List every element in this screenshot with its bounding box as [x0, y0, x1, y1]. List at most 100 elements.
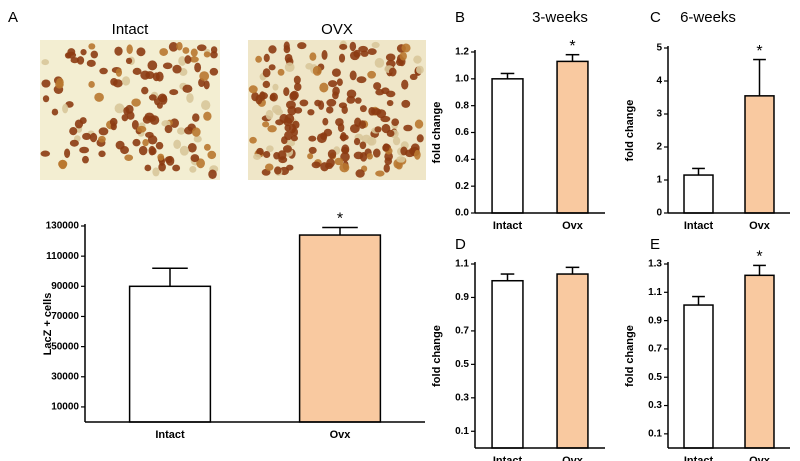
- cell: [382, 143, 390, 152]
- cell: [203, 111, 212, 121]
- cell: [360, 50, 369, 57]
- cell: [271, 104, 282, 114]
- cell: [182, 47, 190, 54]
- cell: [371, 41, 380, 49]
- cell: [126, 44, 133, 55]
- cell: [172, 164, 181, 172]
- cell: [131, 120, 139, 130]
- cell: [51, 108, 59, 116]
- cell: [203, 51, 211, 58]
- x-tick-label: Intact: [493, 455, 523, 461]
- cell: [409, 73, 418, 81]
- cell: [416, 134, 424, 143]
- cell: [312, 65, 322, 76]
- cell: [275, 119, 284, 126]
- cell: [41, 79, 51, 88]
- cell: [266, 145, 274, 153]
- cell: [284, 113, 295, 124]
- cell: [115, 68, 123, 77]
- cell: [285, 140, 296, 147]
- cell: [309, 52, 317, 61]
- y-tick-label: 0.2: [455, 181, 469, 192]
- cell: [349, 41, 357, 52]
- cell: [144, 164, 152, 172]
- cell: [184, 126, 194, 135]
- cell: [124, 154, 134, 161]
- cell: [159, 48, 169, 56]
- cell: [148, 94, 157, 101]
- cell: [409, 147, 416, 155]
- cell: [414, 119, 424, 129]
- cell: [308, 146, 317, 154]
- cell: [131, 98, 141, 107]
- cell: [201, 100, 211, 111]
- bar: [744, 274, 775, 449]
- y-tick-label: 0.1: [648, 428, 662, 439]
- cell: [277, 68, 285, 76]
- cell: [401, 99, 411, 108]
- cell: [283, 87, 290, 97]
- y-tick-label: 0.4: [455, 154, 469, 165]
- cell: [269, 92, 278, 102]
- cell: [349, 70, 357, 81]
- cell: [88, 81, 95, 88]
- cell: [327, 149, 337, 159]
- cell: [307, 153, 314, 160]
- cell: [374, 57, 385, 68]
- cell: [177, 127, 186, 135]
- panel-title: 3-weeks: [532, 9, 588, 26]
- cell: [290, 90, 299, 100]
- y-tick-label: 70000: [51, 311, 79, 322]
- cell: [94, 92, 104, 102]
- cell: [268, 64, 276, 71]
- cell: [199, 71, 210, 81]
- cell: [168, 42, 179, 52]
- y-tick-label: 110000: [46, 251, 79, 262]
- cell: [401, 79, 409, 90]
- cell: [337, 123, 345, 133]
- cell: [284, 62, 295, 73]
- cell: [189, 56, 199, 63]
- cell: [386, 99, 394, 107]
- y-tick-label: 0: [656, 208, 662, 219]
- cell: [392, 136, 401, 146]
- cell: [56, 77, 64, 87]
- y-tick-label: 30000: [51, 371, 79, 382]
- cell: [67, 48, 76, 56]
- cell: [334, 157, 344, 166]
- y-tick-label: 0.7: [455, 326, 469, 337]
- cell: [41, 59, 50, 66]
- cell: [193, 135, 202, 143]
- y-tick-label: 0.1: [455, 426, 469, 437]
- cell: [366, 153, 373, 160]
- cell: [341, 147, 349, 154]
- cell: [274, 166, 282, 175]
- cell: [311, 161, 321, 169]
- cell: [326, 106, 334, 114]
- y-tick-label: 4: [656, 76, 662, 87]
- cell: [367, 70, 377, 79]
- cell: [114, 46, 123, 56]
- cell: [283, 41, 290, 51]
- cell: [62, 103, 69, 114]
- cell: [339, 134, 349, 141]
- cell: [126, 111, 135, 120]
- cell: [350, 124, 360, 134]
- y-axis-label: fold change: [431, 325, 443, 387]
- cell: [322, 117, 329, 126]
- bar: [556, 60, 589, 214]
- cell: [147, 60, 158, 71]
- x-tick-label: Ovx: [562, 455, 584, 461]
- cell: [132, 138, 141, 147]
- cell: [210, 51, 218, 59]
- cell: [86, 59, 96, 67]
- cell: [125, 57, 133, 65]
- cell: [386, 129, 395, 138]
- x-tick-label: Ovx: [749, 455, 771, 461]
- cell: [186, 93, 194, 103]
- y-tick-label: 0.6: [455, 127, 469, 138]
- y-tick-label: 2: [656, 142, 662, 153]
- y-tick-label: 0.7: [648, 344, 662, 355]
- cell: [74, 119, 84, 129]
